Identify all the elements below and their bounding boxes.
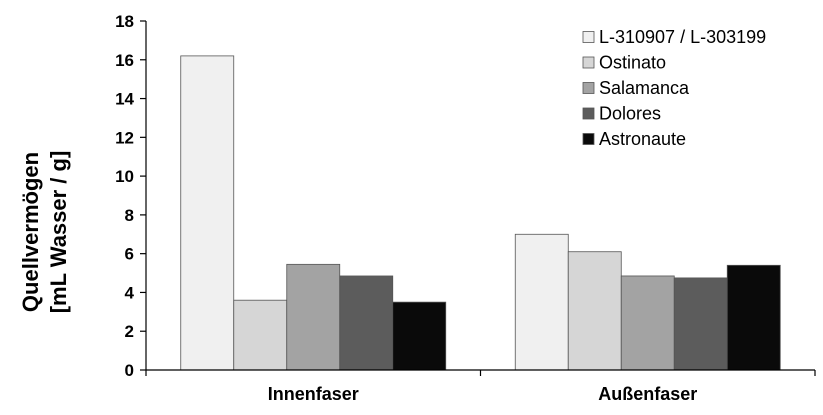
legend-label: Salamanca <box>599 78 690 98</box>
bars-group <box>180 55 781 371</box>
legend-label: Dolores <box>599 104 661 124</box>
y-axis-title-line1: Quellvermögen <box>18 152 43 312</box>
y-tick-label: 16 <box>115 51 134 70</box>
legend-label: L-310907 / L-303199 <box>599 27 766 47</box>
y-tick-label: 10 <box>115 167 134 186</box>
y-tick-label: 2 <box>125 322 134 341</box>
x-tick-label: Außenfaser <box>598 384 697 404</box>
bar-salamanca-innenfaser <box>286 263 341 371</box>
bar-ostinato-innenfaser <box>233 299 288 371</box>
y-tick-label: 4 <box>125 283 135 302</box>
bar-astronaute-aussenfaser <box>726 264 781 371</box>
bar-astronaute-innenfaser <box>392 301 447 371</box>
legend-swatch <box>582 82 595 94</box>
legend-label: Ostinato <box>599 53 666 73</box>
y-tick-label: 6 <box>125 245 134 264</box>
legend-swatch <box>582 133 595 145</box>
y-axis-title: Quellvermögen [mL Wasser / g] <box>18 151 71 314</box>
legend: L-310907 / L-303199 Ostinato Salamanca Dolo… <box>582 27 766 149</box>
y-tick-label: 14 <box>115 90 134 109</box>
bar-dolores-innenfaser <box>339 275 394 371</box>
bar-l-310907-l-303199-innenfaser <box>180 55 235 371</box>
y-tick-label: 0 <box>125 361 134 380</box>
bar-l-310907-l-303199-aussenfaser <box>514 233 569 371</box>
y-tick-label: 18 <box>115 12 134 31</box>
y-tick-label: 8 <box>125 206 134 225</box>
legend-swatch <box>582 31 595 43</box>
x-tick-label: Innenfaser <box>268 384 359 404</box>
y-tick-label: 12 <box>115 128 134 147</box>
bar-salamanca-aussenfaser <box>620 275 675 371</box>
legend-swatch <box>582 107 595 120</box>
y-axis-title-line2: [mL Wasser / g] <box>46 151 71 314</box>
axes-group: Innenfaser Außenfaser 0 2 4 6 8 10 12 14 16 18 <box>115 12 816 404</box>
bar-ostinato-aussenfaser <box>567 251 622 371</box>
legend-swatch <box>582 56 595 69</box>
bar-dolores-aussenfaser <box>673 277 728 371</box>
legend-label: Astronaute <box>599 129 686 149</box>
